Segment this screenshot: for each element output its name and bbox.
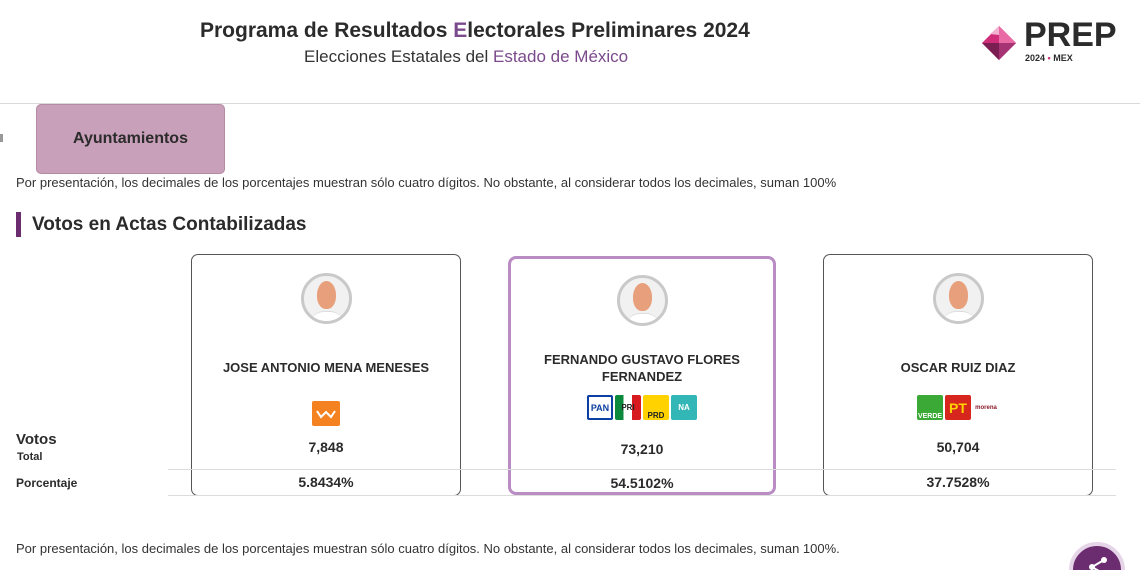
candidate-name-line: FERNANDEZ (601, 369, 683, 384)
candidate-card[interactable]: OSCAR RUIZ DIAZ VERDE PT morena 50,704 3… (823, 254, 1093, 496)
verde-party-logo: VERDE (917, 395, 943, 420)
candidate-card-leading[interactable]: FERNANDO GUSTAVO FLORES FERNANDEZ PAN PRI… (508, 256, 776, 495)
candidate-votes: 73,210 (620, 441, 664, 457)
candidate-name: OSCAR RUIZ DIAZ (900, 360, 1016, 375)
subtitle-part: Elecciones Estatales del (304, 47, 493, 66)
candidate-percentage: 5.8434% (298, 474, 354, 490)
avatar-body (942, 311, 976, 321)
title-part: lectorales Preliminares 2024 (467, 19, 750, 42)
avatar-head (317, 281, 336, 309)
mc-party-logo (312, 401, 340, 426)
page-header: Programa de Resultados Electorales Preli… (0, 0, 1140, 104)
party-logos: VERDE PT morena (824, 395, 1092, 420)
pri-party-logo: PRI (615, 395, 641, 420)
party-logos: PAN PRI PRD NA (511, 395, 773, 420)
candidate-name: JOSE ANTONIO MENA MENESES (222, 360, 430, 375)
candidate-avatar (301, 273, 352, 324)
candidate-avatar (617, 275, 668, 326)
candidate-name: FERNANDO GUSTAVO FLORES FERNANDEZ (511, 351, 773, 385)
title-part: Programa de Resultados (200, 19, 454, 42)
na-party-logo: NA (671, 395, 697, 420)
candidate-card[interactable]: JOSE ANTONIO MENA MENESES 7,848 5.8434% (191, 254, 461, 496)
title-accent: E (453, 19, 468, 42)
row-divider (168, 495, 1116, 496)
percentage-note-top: Por presentación, los decimales de los p… (16, 175, 837, 190)
section-title: Votos en Actas Contabilizadas (16, 212, 307, 237)
avatar-body (310, 311, 344, 321)
candidate-votes: 7,848 (308, 439, 344, 455)
share-icon (1089, 557, 1107, 570)
logo-dot: • (1047, 53, 1051, 63)
porcentaje-label: Porcentaje (16, 476, 78, 490)
avatar-head (633, 283, 652, 311)
logo-state: MEX (1053, 53, 1073, 63)
candidate-votes: 50,704 (936, 439, 980, 455)
candidate-percentage: 54.5102% (610, 475, 674, 491)
logo-year: 2024 (1025, 53, 1046, 63)
total-label: Total (17, 451, 43, 463)
prep-logo[interactable]: PREP 2024 • MEX (978, 16, 1128, 70)
avatar-head (949, 281, 968, 309)
scroll-edge-marker (0, 134, 3, 142)
percentage-note-bottom: Por presentación, los decimales de los p… (16, 541, 840, 556)
mc-eagle-icon (316, 409, 336, 419)
avatar-body (626, 313, 660, 323)
subtitle-accent: Estado de México (493, 47, 629, 66)
candidate-percentage: 37.7528% (926, 474, 990, 490)
page-title: Programa de Resultados Electorales Preli… (200, 19, 750, 43)
tab-ayuntamientos[interactable]: Ayuntamientos (36, 104, 225, 174)
page-subtitle: Elecciones Estatales del Estado de Méxic… (304, 47, 628, 67)
share-button[interactable] (1069, 542, 1125, 570)
row-divider (168, 469, 1116, 470)
candidate-avatar (933, 273, 984, 324)
morena-party-logo: morena (973, 395, 999, 420)
logo-text: PREP (1024, 16, 1117, 54)
pan-party-logo: PAN (587, 395, 613, 420)
party-logos (192, 401, 460, 426)
prep-logo-icon (982, 26, 1016, 60)
prd-party-logo: PRD (643, 395, 669, 420)
pt-party-logo: PT (945, 395, 971, 420)
logo-subtext: 2024 • MEX (1025, 53, 1073, 63)
candidate-name-line: FERNANDO GUSTAVO FLORES (544, 352, 740, 367)
votos-label: Votos (16, 431, 57, 448)
